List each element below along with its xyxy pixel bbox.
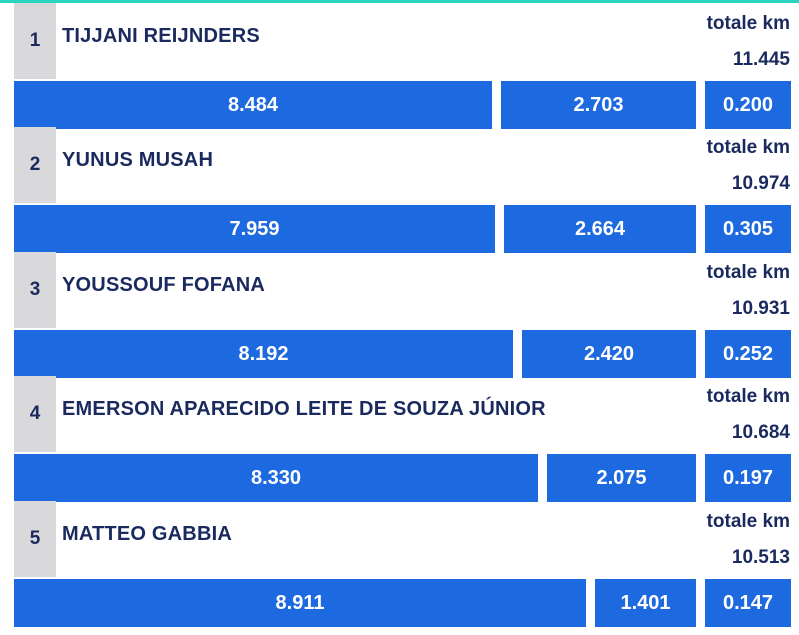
- segment-bars: 8.330 2.075 0.197: [0, 454, 799, 502]
- bar-label: 7.959: [229, 217, 280, 240]
- bar-segment-2: 2.420: [522, 330, 696, 378]
- total-km-label: totale km: [706, 262, 790, 283]
- table-row: 4 EMERSON APARECIDO LEITE DE SOUZA JÚNIO…: [0, 376, 799, 502]
- bar-segment-3: 0.197: [705, 454, 791, 502]
- bar-label: 2.664: [574, 217, 626, 240]
- segment-bars: 8.192 2.420 0.252: [0, 330, 799, 378]
- bar-segment-1: 7.959: [14, 205, 495, 253]
- bar-label: 8.484: [227, 93, 279, 116]
- rank-strip: [14, 3, 56, 79]
- rank-number: 3: [29, 279, 41, 300]
- bar-segment-1: 8.192: [14, 330, 513, 378]
- total-km-value: 10.684: [731, 422, 790, 443]
- bar-segment-3: 0.147: [705, 579, 791, 627]
- bar-label: 2.420: [583, 342, 635, 365]
- bar-segment-2: 2.703: [501, 81, 696, 129]
- rank-strip: [14, 252, 56, 328]
- segment-bars: 7.959 2.664 0.305: [0, 205, 799, 253]
- player-name: TIJJANI REIJNDERS: [62, 25, 260, 47]
- segment-bars: 8.911 1.401 0.147: [0, 579, 799, 627]
- bar-segment-3: 0.305: [705, 205, 791, 253]
- bar-label: 0.200: [722, 93, 774, 116]
- bar-segment-2: 2.075: [547, 454, 696, 502]
- total-km-label: totale km: [706, 386, 790, 407]
- player-name: EMERSON APARECIDO LEITE DE SOUZA JÚNIOR: [62, 398, 546, 420]
- bar-segment-3: 0.200: [705, 81, 791, 129]
- bar-label: 1.401: [620, 591, 671, 614]
- rank-number: 4: [29, 403, 41, 424]
- bar-label: 0.197: [722, 466, 774, 489]
- total-km-label: totale km: [706, 13, 790, 34]
- bar-label: 8.330: [250, 466, 302, 489]
- segment-bars: 8.484 2.703 0.200: [0, 81, 799, 129]
- table-row: 2 YUNUS MUSAH totale km 10.974 7.959 2.6…: [0, 127, 799, 253]
- rank-strip: [14, 127, 56, 203]
- bar-label: 8.192: [238, 342, 289, 365]
- bar-label: 0.305: [722, 217, 774, 240]
- bar-segment-3: 0.252: [705, 330, 791, 378]
- player-name: YOUSSOUF FOFANA: [62, 274, 266, 296]
- total-km-value: 10.931: [731, 298, 790, 319]
- bar-label: 2.703: [573, 93, 624, 116]
- rank-number: 1: [29, 30, 41, 51]
- bar-label: 0.252: [722, 342, 774, 365]
- bar-label: 8.911: [275, 591, 325, 614]
- table-row: 5 MATTEO GABBIA totale km 10.513 8.911 1…: [0, 501, 799, 627]
- rank-strip: [14, 501, 56, 577]
- bar-segment-1: 8.484: [14, 81, 492, 129]
- table-row: 1 TIJJANI REIJNDERS totale km 11.445 8.4…: [0, 3, 799, 129]
- table-row: 3 YOUSSOUF FOFANA totale km 10.931 8.192…: [0, 252, 799, 378]
- bar-segment-1: 8.911: [14, 579, 586, 627]
- bar-segment-2: 1.401: [595, 579, 696, 627]
- total-km-label: totale km: [706, 137, 790, 158]
- rank-number: 2: [29, 154, 41, 175]
- player-name: YUNUS MUSAH: [62, 149, 214, 171]
- bar-segment-2: 2.664: [504, 205, 696, 253]
- total-km-value: 11.445: [732, 49, 790, 70]
- total-km-value: 10.513: [731, 547, 790, 568]
- rank-strip: [14, 376, 56, 452]
- player-name: MATTEO GABBIA: [62, 523, 232, 545]
- bar-label: 0.147: [722, 591, 774, 614]
- total-km-label: totale km: [706, 511, 790, 532]
- rank-number: 5: [29, 528, 41, 549]
- top-accent-line: [0, 0, 799, 3]
- total-km-value: 10.974: [731, 173, 790, 194]
- bar-segment-1: 8.330: [14, 454, 538, 502]
- bar-label: 2.075: [596, 466, 647, 489]
